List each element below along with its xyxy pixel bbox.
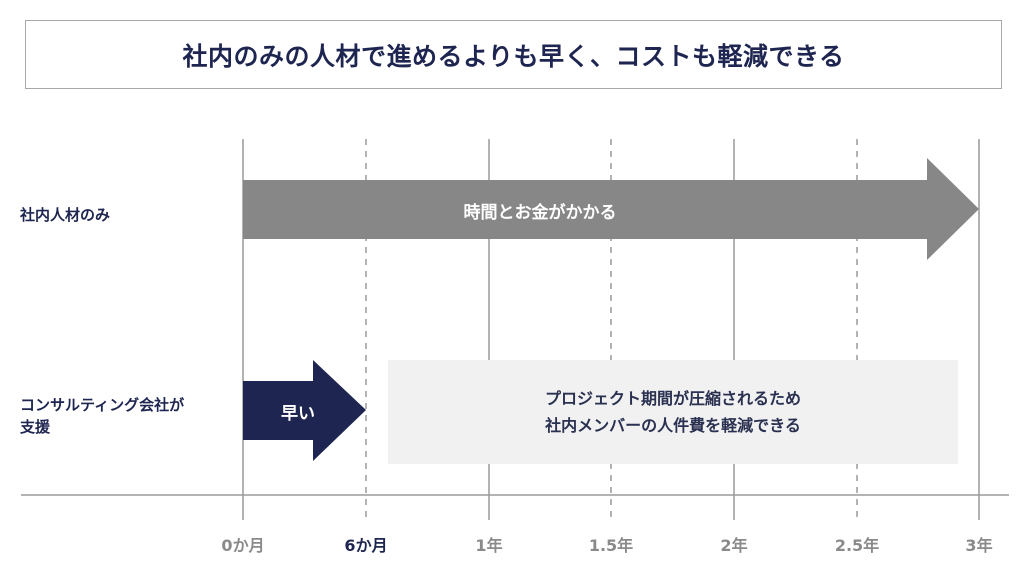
title-box: 社内のみの人材で進めるよりも早く、コストも軽減できる: [25, 20, 1002, 89]
tick-label-6m: 6か月: [344, 536, 388, 555]
tick-label-2y: 2年: [720, 536, 748, 555]
note-line-2: 社内メンバーの人件費を軽減できる: [545, 416, 801, 435]
arrow-consulting-text: 早い: [281, 404, 315, 424]
arrow-internal-only: [243, 158, 979, 260]
tick-label-0m: 0か月: [221, 536, 265, 555]
row-label-consulting: コンサルティング会社が 支援: [20, 394, 184, 438]
note-line-1: プロジェクト期間が圧縮されるため: [544, 389, 801, 408]
tick-label-1y: 1年: [475, 536, 503, 555]
arrow-consulting: [243, 360, 366, 461]
arrow-internal-text: 時間とお金がかかる: [463, 203, 617, 223]
page-title: 社内のみの人材で進めるよりも早く、コストも軽減できる: [182, 41, 845, 71]
row-label-consulting-line1: コンサルティング会社が: [20, 396, 185, 414]
row-label-consulting-line2: 支援: [20, 418, 51, 436]
note-box: プロジェクト期間が圧縮されるため 社内メンバーの人件費を軽減できる: [388, 360, 958, 464]
tick-label-2-5y: 2.5年: [834, 536, 880, 555]
row-label-internal: 社内人材のみ: [20, 206, 111, 224]
tick-label-3y: 3年: [965, 536, 993, 555]
tick-label-1-5y: 1.5年: [588, 536, 634, 555]
